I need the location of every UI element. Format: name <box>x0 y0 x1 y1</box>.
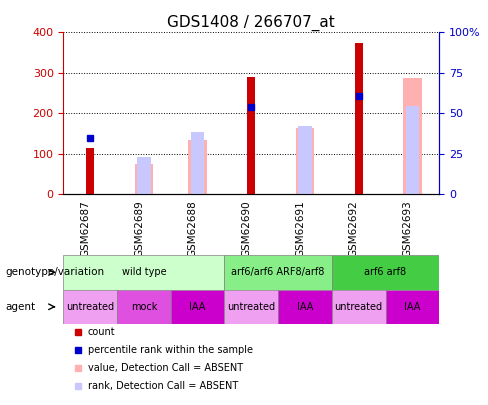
Bar <box>278 290 332 324</box>
Bar <box>406 106 419 194</box>
Bar <box>117 290 171 324</box>
Bar <box>135 164 153 194</box>
Bar <box>332 290 386 324</box>
Text: count: count <box>88 327 116 337</box>
Bar <box>355 43 363 194</box>
Bar <box>296 128 314 194</box>
Text: genotype/variation: genotype/variation <box>5 267 104 277</box>
Text: percentile rank within the sample: percentile rank within the sample <box>88 345 253 355</box>
Text: value, Detection Call = ABSENT: value, Detection Call = ABSENT <box>88 363 243 373</box>
Bar <box>224 255 332 290</box>
Bar <box>403 78 422 194</box>
Bar <box>63 290 117 324</box>
Bar <box>171 290 224 324</box>
Text: arf6/arf6 ARF8/arf8: arf6/arf6 ARF8/arf8 <box>231 267 325 277</box>
Text: untreated: untreated <box>66 302 114 312</box>
Text: arf6 arf8: arf6 arf8 <box>365 267 407 277</box>
Title: GDS1408 / 266707_at: GDS1408 / 266707_at <box>167 15 335 31</box>
Bar <box>247 77 255 194</box>
Bar <box>188 140 207 194</box>
Bar <box>224 290 278 324</box>
Text: IAA: IAA <box>297 302 313 312</box>
Text: IAA: IAA <box>404 302 421 312</box>
Bar <box>332 255 439 290</box>
Bar <box>86 148 94 194</box>
Text: agent: agent <box>5 302 35 312</box>
Text: untreated: untreated <box>227 302 275 312</box>
Bar <box>63 255 224 290</box>
Bar <box>137 157 151 194</box>
Bar <box>386 290 439 324</box>
Bar <box>298 126 312 194</box>
Text: untreated: untreated <box>335 302 383 312</box>
Bar <box>191 132 204 194</box>
Text: mock: mock <box>131 302 157 312</box>
Text: IAA: IAA <box>189 302 206 312</box>
Text: wild type: wild type <box>122 267 166 277</box>
Text: rank, Detection Call = ABSENT: rank, Detection Call = ABSENT <box>88 381 238 391</box>
